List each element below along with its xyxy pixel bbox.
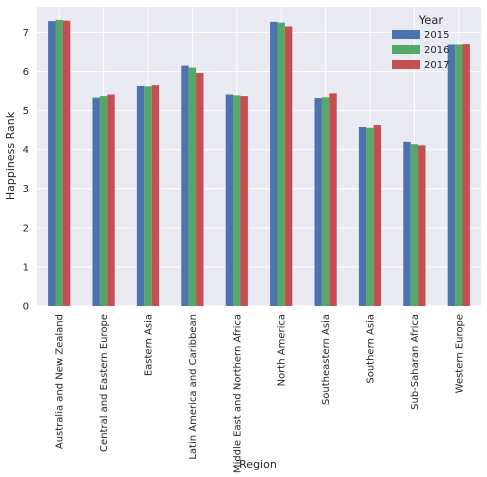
bar-2015 bbox=[92, 97, 100, 306]
x-tick-label: Middle East and Northern Africa bbox=[232, 314, 243, 473]
bar-2017 bbox=[107, 94, 115, 306]
y-tick-label: 3 bbox=[23, 184, 29, 195]
legend-swatch-2015 bbox=[392, 30, 420, 39]
bar-2016 bbox=[99, 96, 108, 306]
x-tick-label: Latin America and Caribbean bbox=[188, 314, 199, 460]
bar-2017 bbox=[196, 73, 204, 307]
bar-2017 bbox=[418, 145, 426, 306]
legend-title: Year bbox=[418, 13, 444, 27]
bar-2017 bbox=[373, 125, 382, 307]
y-axis-label: Happiness Rank bbox=[4, 111, 17, 200]
bar-2015 bbox=[225, 94, 234, 306]
y-tick-label: 1 bbox=[23, 262, 29, 273]
bar-2016 bbox=[277, 22, 285, 307]
x-tick-label: North America bbox=[277, 314, 288, 386]
legend-swatch-2016 bbox=[392, 45, 420, 54]
y-tick-label: 0 bbox=[23, 302, 29, 313]
x-tick-labels: Australia and New Zealand Central and Eas… bbox=[55, 314, 466, 473]
x-tick-label: Sub-Saharan Africa bbox=[410, 314, 421, 410]
x-tick-label: Southern Asia bbox=[366, 314, 377, 384]
bar-2015 bbox=[48, 21, 56, 307]
x-axis-label: Region bbox=[239, 458, 277, 471]
bar-2017 bbox=[240, 96, 248, 306]
x-tick-label: Eastern Asia bbox=[144, 314, 155, 376]
bar-2016 bbox=[144, 86, 152, 306]
x-tick-label: Western Europe bbox=[454, 314, 465, 393]
bar-2017 bbox=[329, 93, 337, 306]
x-tick-label: Central and Eastern Europe bbox=[99, 314, 110, 452]
bar-2015 bbox=[447, 44, 456, 306]
bar-2015 bbox=[181, 65, 189, 307]
bar-2016 bbox=[233, 95, 241, 306]
bar-2017 bbox=[284, 26, 293, 307]
bar-2017 bbox=[62, 20, 71, 306]
y-tick-label: 2 bbox=[23, 223, 29, 234]
bar-2016 bbox=[455, 44, 463, 306]
legend: Year 2015 2016 2017 bbox=[392, 13, 449, 71]
legend-label: 2015 bbox=[424, 30, 449, 41]
x-tick-label: Southeastern Asia bbox=[321, 314, 332, 405]
bar-2016 bbox=[410, 144, 419, 306]
bar-2015 bbox=[314, 98, 322, 307]
y-tick-label: 6 bbox=[23, 67, 29, 78]
bar-2016 bbox=[366, 127, 374, 306]
bar-2016 bbox=[55, 19, 63, 306]
y-tick-label: 4 bbox=[23, 145, 29, 156]
bars-group bbox=[48, 19, 470, 307]
bar-2016 bbox=[188, 67, 197, 306]
legend-label: 2016 bbox=[424, 45, 449, 56]
bar-2015 bbox=[270, 21, 278, 306]
y-tick-labels: 0 1 2 3 4 5 6 7 bbox=[23, 28, 29, 313]
bar-2016 bbox=[321, 97, 330, 306]
y-tick-label: 5 bbox=[23, 106, 29, 117]
bar-2015 bbox=[136, 85, 145, 307]
y-tick-label: 7 bbox=[23, 28, 29, 39]
legend-label: 2017 bbox=[424, 60, 449, 71]
x-tick-label: Australia and New Zealand bbox=[55, 314, 66, 449]
bar-2017 bbox=[151, 85, 160, 306]
bar-2015 bbox=[403, 141, 411, 306]
legend-swatch-2017 bbox=[392, 60, 420, 69]
bar-2015 bbox=[358, 126, 367, 307]
bar-2017 bbox=[462, 44, 470, 307]
